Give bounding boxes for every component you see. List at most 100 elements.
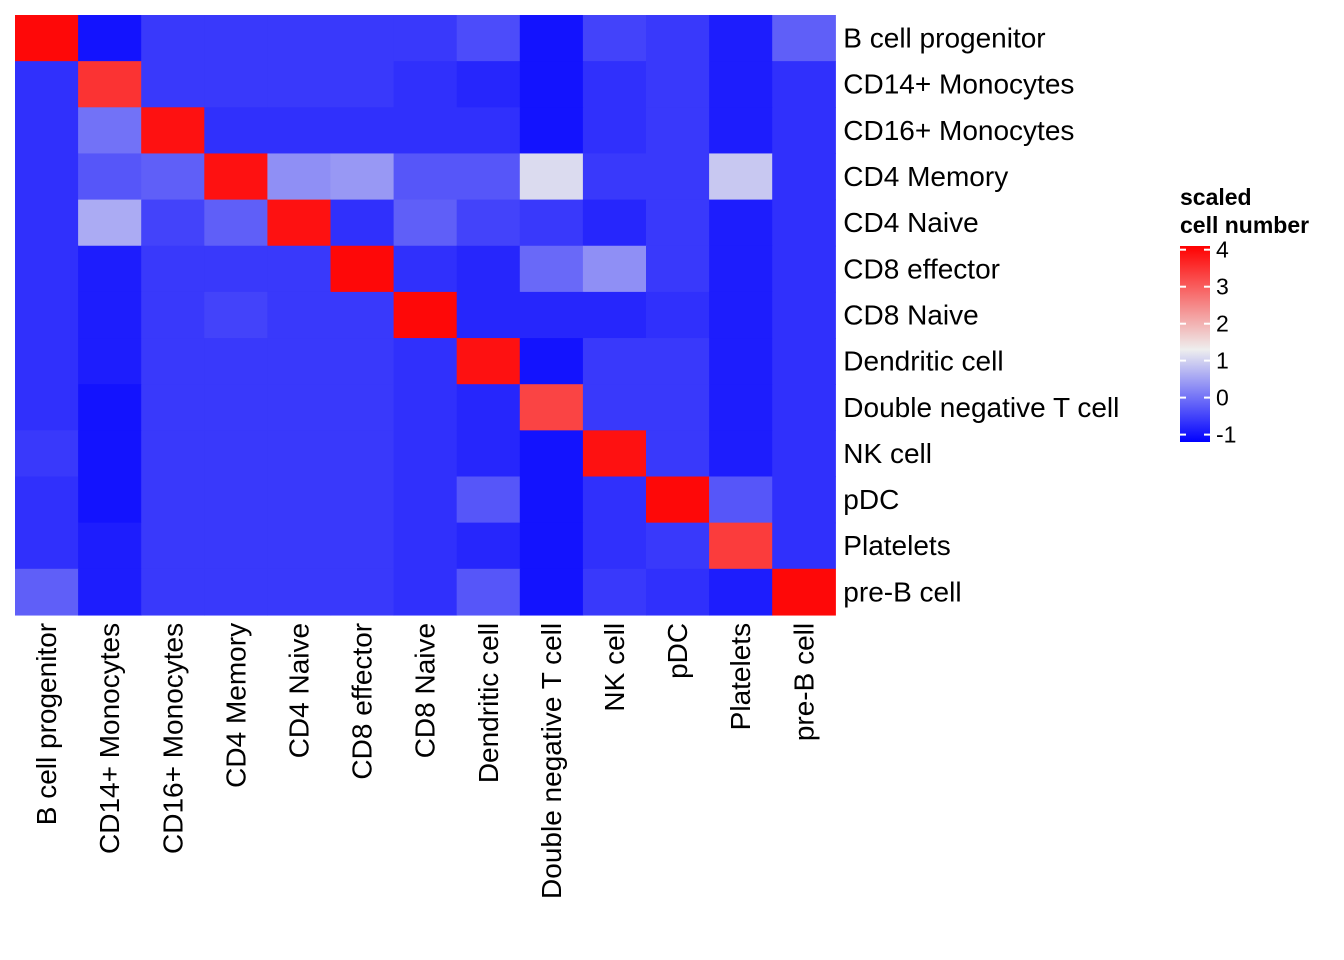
heatmap-cell (141, 476, 205, 524)
heatmap-cell (330, 476, 395, 524)
heatmap-cell (646, 199, 710, 247)
heatmap-cell (141, 153, 205, 201)
heatmap-cell (772, 568, 836, 616)
row-label: NK cell (843, 438, 932, 469)
column-labels: B cell progenitor CD14+ Monocytes CD16+ Mo… (31, 623, 819, 899)
column-label: CD8 effector (347, 623, 378, 780)
heatmap-cell (456, 15, 521, 62)
heatmap-cell (393, 107, 458, 155)
column-label: Dendritic cell (473, 623, 504, 783)
row-labels: B cell progenitor CD14+ Monocytes CD16+ Mo… (843, 23, 1119, 608)
heatmap-cell (15, 338, 79, 385)
heatmap-cell (456, 384, 521, 431)
heatmap-cell (646, 291, 710, 339)
heatmap-cell (267, 107, 332, 155)
heatmap-cell (330, 245, 395, 293)
heatmap-cell (393, 384, 458, 431)
legend-tick-label: 0 (1216, 385, 1229, 411)
heatmap-cell (267, 384, 332, 431)
heatmap-cell (646, 15, 710, 62)
heatmap-cell (519, 245, 584, 293)
column-label: pre-B cell (788, 623, 819, 741)
heatmap-cell (78, 338, 142, 385)
heatmap-cell (141, 107, 205, 155)
heatmap-cells (15, 15, 836, 616)
heatmap-cell (519, 476, 584, 524)
heatmap-cell (15, 61, 79, 108)
column-label: CD14+ Monocytes (94, 623, 125, 854)
heatmap-cell (330, 153, 395, 201)
heatmap-cell (646, 153, 710, 201)
row-label: B cell progenitor (843, 23, 1045, 54)
heatmap-cell (267, 291, 332, 339)
heatmap-cell (709, 568, 773, 616)
row-label: Platelets (843, 530, 950, 561)
heatmap-cell (78, 430, 142, 478)
heatmap-cell (141, 384, 205, 431)
heatmap-cell (709, 15, 773, 62)
heatmap-cell (456, 430, 521, 478)
heatmap-cell (78, 61, 142, 108)
heatmap-cell (456, 568, 521, 616)
legend-color-bar (1180, 246, 1210, 442)
heatmap-cell (204, 476, 268, 524)
heatmap-cell (393, 291, 458, 339)
legend-title-line-1: scaled (1180, 184, 1252, 210)
heatmap-cell (709, 430, 773, 478)
heatmap-cell (267, 61, 332, 108)
heatmap-cell (204, 245, 268, 293)
heatmap-cell (141, 61, 205, 108)
heatmap-cell (709, 245, 773, 293)
heatmap-cell (519, 15, 584, 62)
column-label: Platelets (725, 623, 756, 730)
heatmap-cell (204, 430, 268, 478)
heatmap-cell (519, 199, 584, 247)
heatmap-cell (204, 522, 268, 570)
heatmap-cell (646, 568, 710, 616)
heatmap-cell (772, 291, 836, 339)
heatmap-cell (15, 15, 79, 62)
heatmap-cell (456, 291, 521, 339)
heatmap-cell (709, 338, 773, 385)
heatmap-cell (582, 384, 647, 431)
heatmap-cell (582, 107, 647, 155)
heatmap-cell (582, 15, 647, 62)
heatmap-cell (709, 153, 773, 201)
row-label: pDC (843, 484, 899, 515)
heatmap-cell (646, 476, 710, 524)
legend-ticks: 4 3 2 1 0 -1 (1180, 237, 1236, 448)
heatmap-cell (456, 153, 521, 201)
row-label: CD8 Naive (843, 300, 978, 331)
row-label: Double negative T cell (843, 392, 1119, 423)
heatmap-cell (141, 338, 205, 385)
heatmap-cell (772, 245, 836, 293)
heatmap-cell (393, 338, 458, 385)
heatmap-cell (141, 199, 205, 247)
heatmap-cell (519, 61, 584, 108)
heatmap-cell (646, 430, 710, 478)
heatmap-cell (204, 153, 268, 201)
legend-tick-label: -1 (1216, 422, 1236, 448)
heatmap-cell (456, 107, 521, 155)
heatmap-cell (772, 476, 836, 524)
heatmap-cell (393, 476, 458, 524)
heatmap-cell (519, 522, 584, 570)
heatmap-cell (78, 476, 142, 524)
legend-tick-label: 1 (1216, 348, 1229, 374)
heatmap-cell (393, 522, 458, 570)
heatmap-cell (15, 107, 79, 155)
heatmap-cell (582, 199, 647, 247)
heatmap-cell (519, 291, 584, 339)
heatmap-cell (772, 61, 836, 108)
heatmap-cell (330, 430, 395, 478)
heatmap-cell (330, 61, 395, 108)
column-label: CD4 Naive (283, 623, 314, 758)
column-label: B cell progenitor (31, 623, 62, 825)
heatmap-cell (204, 291, 268, 339)
heatmap-cell (772, 338, 836, 385)
heatmap-cell (78, 245, 142, 293)
heatmap-cell (15, 199, 79, 247)
heatmap-cell (267, 430, 332, 478)
heatmap-cell (330, 15, 395, 62)
heatmap-cell (78, 15, 142, 62)
